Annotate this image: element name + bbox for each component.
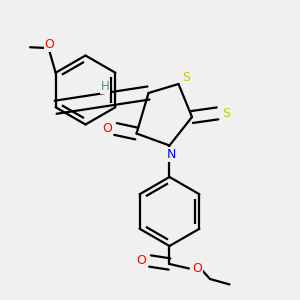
Text: O: O	[137, 254, 146, 268]
Text: H: H	[101, 80, 110, 93]
Text: S: S	[223, 107, 230, 120]
Text: O: O	[102, 122, 112, 136]
Text: N: N	[166, 148, 176, 161]
Text: O: O	[45, 38, 55, 51]
Text: S: S	[182, 71, 190, 84]
Text: O: O	[193, 262, 202, 275]
